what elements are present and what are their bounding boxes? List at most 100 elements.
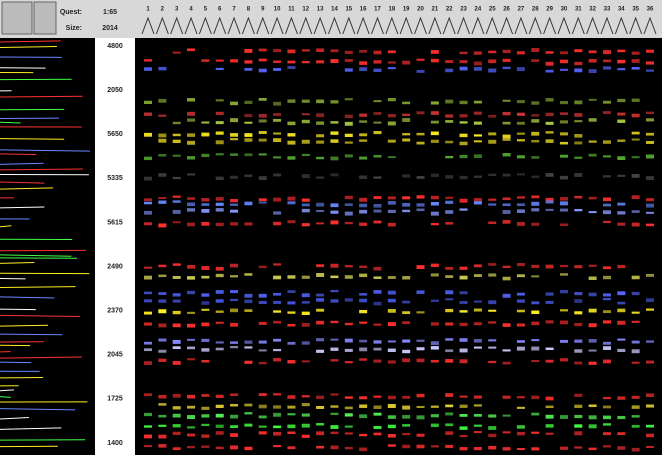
gel-band (258, 393, 267, 397)
lane-number: 19 (403, 7, 410, 13)
gel-band (215, 67, 224, 71)
gel-band (602, 100, 611, 104)
gel-band (545, 69, 554, 73)
gel-band (473, 61, 482, 66)
gel-band (359, 113, 368, 117)
gel-band (531, 412, 540, 416)
gel-band (373, 176, 382, 179)
gel-band (287, 395, 296, 399)
gel-band (244, 48, 253, 53)
trace-panel (0, 38, 95, 455)
lane-number: 14 (331, 7, 338, 13)
lane-marker (643, 16, 657, 35)
gel-band (273, 393, 282, 396)
gel-band (287, 121, 296, 126)
lane-marker (414, 16, 427, 35)
gel-band (344, 50, 353, 54)
gel-band (215, 394, 224, 398)
gel-band (488, 426, 497, 430)
gel-band (631, 311, 640, 314)
gel-band (430, 202, 439, 206)
gel-band (430, 139, 439, 143)
gel-band (258, 113, 267, 118)
gel-band (215, 431, 224, 435)
gel-band (273, 275, 282, 280)
gel-band (502, 111, 511, 116)
gel-band (416, 433, 425, 437)
gel-band (330, 210, 339, 214)
gel-band (402, 113, 411, 116)
lane-number: 23 (460, 7, 467, 13)
gel-band (502, 121, 511, 125)
gel-band (617, 415, 626, 420)
gel-band (244, 340, 253, 344)
gel-band (531, 101, 540, 105)
gel-band (488, 321, 497, 324)
gel-band (473, 154, 482, 159)
gel-band (488, 68, 497, 73)
gel-band (559, 320, 568, 325)
gel-band (588, 58, 597, 63)
gel-band (574, 61, 583, 66)
gel-band (258, 201, 267, 204)
gel-band (545, 139, 554, 143)
gel-band (172, 209, 181, 214)
lane-marker (571, 16, 585, 35)
lane-marker (399, 16, 413, 35)
gel-band (646, 211, 654, 214)
gel-band (201, 301, 210, 305)
gel-band (445, 114, 454, 118)
gel-band (488, 339, 497, 342)
gel-band (215, 121, 224, 125)
gel-band (617, 291, 626, 296)
gel-band (273, 310, 282, 313)
gel-band (631, 424, 640, 428)
gel-band (631, 156, 640, 159)
lane-number: 28 (532, 7, 539, 13)
gel-band (344, 203, 353, 206)
gel-band (416, 311, 425, 314)
gel-band (215, 131, 224, 135)
lane-number: 6 (218, 7, 222, 13)
toolbar-button[interactable] (33, 1, 57, 35)
gel-band (387, 309, 396, 313)
gel-band (187, 445, 196, 449)
gel-band (445, 338, 454, 341)
gel-band (373, 323, 382, 326)
gel-band (646, 298, 654, 303)
gel-band (273, 113, 282, 117)
gel-band (359, 222, 368, 226)
gel-band (416, 176, 425, 179)
gel-band (287, 301, 296, 305)
gel-band (244, 423, 253, 427)
gel-band (387, 276, 396, 279)
gel-band (273, 138, 282, 143)
gel-band (258, 98, 267, 101)
gel-band (187, 118, 196, 122)
gel-band (201, 445, 210, 448)
gel-band (373, 347, 382, 351)
gel-band (574, 431, 583, 436)
lane-marker (500, 16, 514, 35)
gel-band (631, 291, 640, 296)
gel-band (373, 426, 382, 429)
gel-band (488, 173, 497, 176)
gel-band (187, 358, 196, 361)
gel-band (244, 446, 253, 451)
gel-band (158, 200, 167, 204)
gel-band (287, 196, 296, 201)
gel-band (387, 340, 396, 343)
gel-band (316, 406, 325, 409)
gel-band (330, 131, 339, 135)
scale-panel (95, 38, 135, 455)
gel-band (516, 203, 525, 207)
gel-band (287, 431, 296, 434)
gel-band (473, 322, 482, 326)
toolbar-button[interactable] (1, 1, 33, 35)
gel-band (187, 323, 196, 328)
gel-band (344, 413, 353, 417)
gel-band (344, 396, 353, 399)
gel-band (359, 347, 368, 352)
gel-band (531, 222, 540, 226)
gel-band (144, 291, 152, 295)
